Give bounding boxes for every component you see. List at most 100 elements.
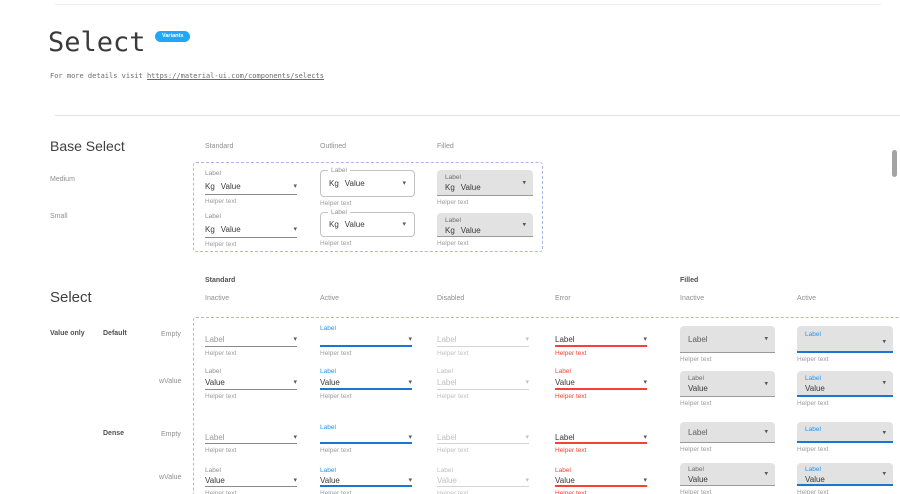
dropdown-arrow-icon: ▾ xyxy=(293,477,297,484)
select-standard-active-wvalue[interactable]: Label Value ▾ Helper text xyxy=(320,367,412,400)
select-value-row[interactable]: Label ▾ xyxy=(555,432,647,444)
base-outlined-small-select[interactable]: Label Kg Value ▾ Helper text xyxy=(320,209,415,247)
dropdown-arrow-icon: ▾ xyxy=(525,379,529,386)
select-value: Kg Value xyxy=(329,220,365,229)
select-filled-active-empty[interactable]: Label ▾ Helper text xyxy=(797,326,893,363)
select-value-row[interactable]: Value ▾ xyxy=(320,475,412,487)
select-value-row[interactable]: Label ▾ xyxy=(680,326,775,353)
select-standard-inactive-empty[interactable]: Label ▾ Helper text xyxy=(205,324,297,357)
select-standard-active-empty[interactable]: Label ▾ Helper text xyxy=(320,324,412,357)
select-value-row[interactable]: Value ▾ xyxy=(555,475,647,487)
select-value-row[interactable]: Label Value ▾ xyxy=(797,463,893,486)
select-value-row[interactable]: Label ▾ xyxy=(797,326,893,353)
select-filled-dense-active-empty[interactable]: Label ▾ Helper text xyxy=(797,422,893,453)
helper-text: Helper text xyxy=(205,490,237,494)
select-label: Label xyxy=(445,217,461,224)
select-filled-active-wvalue[interactable]: Label Value ▾ Helper text xyxy=(797,371,893,407)
select-standard-inactive-wvalue[interactable]: Label Value ▾ Helper text xyxy=(205,367,297,400)
dropdown-arrow-icon: ▾ xyxy=(293,225,297,233)
select-dense-inactive-wvalue[interactable]: Label Value ▾ Helper text xyxy=(205,466,297,494)
helper-text: Helper text xyxy=(555,393,587,400)
select-value: Value xyxy=(805,384,825,393)
base-outlined-medium-select[interactable]: Label Kg Value ▾ Helper text xyxy=(320,167,415,207)
select-value: Label xyxy=(437,378,457,387)
select-filled-inactive-wvalue[interactable]: Label Value ▾ Helper text xyxy=(680,371,775,407)
select-filled-dense-inactive-empty[interactable]: Label ▾ Helper text xyxy=(680,422,775,453)
select-value-row[interactable]: Kg Value ▾ xyxy=(205,178,297,195)
select-value-row[interactable]: Value ▾ xyxy=(205,475,297,487)
dropdown-arrow-icon: ▾ xyxy=(764,380,768,387)
select-value-row[interactable]: Label Value ▾ xyxy=(680,371,775,397)
dropdown-arrow-icon: ▾ xyxy=(525,336,529,343)
select-standard-disabled-empty: Label ▾ Helper text xyxy=(437,324,529,357)
state-header-filled-active: Active xyxy=(797,295,817,302)
select-label: Label xyxy=(688,375,704,382)
select-value-row[interactable]: Label ▾ xyxy=(680,422,775,443)
select-standard-error-empty[interactable]: Label ▾ Helper text xyxy=(555,324,647,357)
vertical-scrollbar-thumb[interactable] xyxy=(892,150,897,177)
select-section-title: Select xyxy=(50,289,92,306)
select-value-row[interactable]: Label Kg Value ▾ xyxy=(320,167,415,197)
select-value-row[interactable]: Label Kg Value ▾ xyxy=(437,213,533,237)
dropdown-arrow-icon: ▾ xyxy=(882,379,886,387)
base-standard-medium-select[interactable]: Label Kg Value ▾ Helper text xyxy=(205,169,297,205)
column-header-outlined: Outlined xyxy=(320,143,347,150)
select-label: Label xyxy=(805,331,821,338)
helper-text: Helper text xyxy=(797,356,829,363)
dropdown-arrow-icon: ▾ xyxy=(643,433,647,441)
helper-text: Helper text xyxy=(797,489,829,494)
base-standard-small-select[interactable]: Label Kg Value ▾ Helper text xyxy=(205,212,297,248)
select-dense-error-wvalue[interactable]: Label Value ▾ Helper text xyxy=(555,466,647,494)
select-value-row[interactable]: Label Kg Value ▾ xyxy=(437,170,533,196)
select-value: Value xyxy=(555,475,575,485)
select-dense-active-empty[interactable]: Label ▾ Helper text xyxy=(320,423,412,454)
variants-badge: Variants xyxy=(155,31,191,42)
select-value-row[interactable]: ▾ xyxy=(320,432,412,444)
base-filled-small-select[interactable]: Label Kg Value ▾ Helper text xyxy=(437,213,533,247)
select-dense-inactive-empty[interactable]: Label ▾ Helper text xyxy=(205,423,297,454)
select-value: Kg Value xyxy=(445,183,481,192)
state-header-filled-inactive: Inactive xyxy=(680,295,705,302)
select-value-row[interactable]: Value ▾ xyxy=(205,376,297,390)
helper-text: Helper text xyxy=(320,240,352,247)
helper-text: Helper text xyxy=(555,447,587,454)
select-placeholder: Label xyxy=(437,433,457,442)
select-label: Label xyxy=(805,426,821,433)
base-select-section-title: Base Select xyxy=(50,138,125,154)
select-label: Label xyxy=(445,174,461,181)
select-dense-error-empty[interactable]: Label ▾ Helper text xyxy=(555,423,647,454)
select-value-row[interactable]: Label ▾ xyxy=(797,422,893,443)
select-dense-active-wvalue[interactable]: Label Value ▾ Helper text xyxy=(320,466,412,494)
select-value-row[interactable]: Value ▾ xyxy=(555,376,647,390)
helper-text: Helper text xyxy=(205,393,237,400)
row-group-dense: Dense xyxy=(103,430,125,437)
select-value-row[interactable]: Kg Value ▾ xyxy=(205,221,297,238)
select-standard-error-wvalue[interactable]: Label Value ▾ Helper text xyxy=(555,367,647,400)
select-value-row[interactable]: Label Kg Value ▾ xyxy=(320,209,415,237)
subtitle-text: For more details visit xyxy=(50,72,143,80)
select-value-row[interactable]: Label Value ▾ xyxy=(797,371,893,397)
select-value-row[interactable]: Label Value ▾ xyxy=(680,463,775,486)
helper-text: Helper text xyxy=(680,489,712,494)
helper-text: Helper text xyxy=(205,447,237,454)
dropdown-arrow-icon: ▾ xyxy=(764,470,768,478)
select-value-row[interactable]: Value ▾ xyxy=(320,376,412,390)
select-value-row[interactable]: Label ▾ xyxy=(205,333,297,347)
select-value-row[interactable]: ▾ xyxy=(320,333,412,347)
select-label: Label xyxy=(688,466,704,473)
select-value-row[interactable]: Label ▾ xyxy=(205,432,297,444)
details-link[interactable]: https://material-ui.com/components/selec… xyxy=(146,72,324,80)
select-label: Label xyxy=(205,467,221,474)
select-value: Kg Value xyxy=(445,226,481,235)
helper-text: Helper text xyxy=(555,350,587,357)
dropdown-arrow-icon: ▾ xyxy=(408,378,412,386)
select-filled-inactive-empty[interactable]: Label ▾ Helper text xyxy=(680,326,775,363)
select-value-row[interactable]: Label ▾ xyxy=(555,333,647,347)
select-filled-dense-inactive-wvalue[interactable]: Label Value ▾ Helper text xyxy=(680,463,775,494)
base-filled-medium-select[interactable]: Label Kg Value ▾ Helper text xyxy=(437,170,533,206)
select-filled-dense-active-wvalue[interactable]: Label Value ▾ Helper text xyxy=(797,463,893,494)
dropdown-arrow-icon: ▾ xyxy=(764,428,768,436)
state-header-disabled: Disabled xyxy=(437,295,465,302)
select-value: Label xyxy=(555,432,575,442)
